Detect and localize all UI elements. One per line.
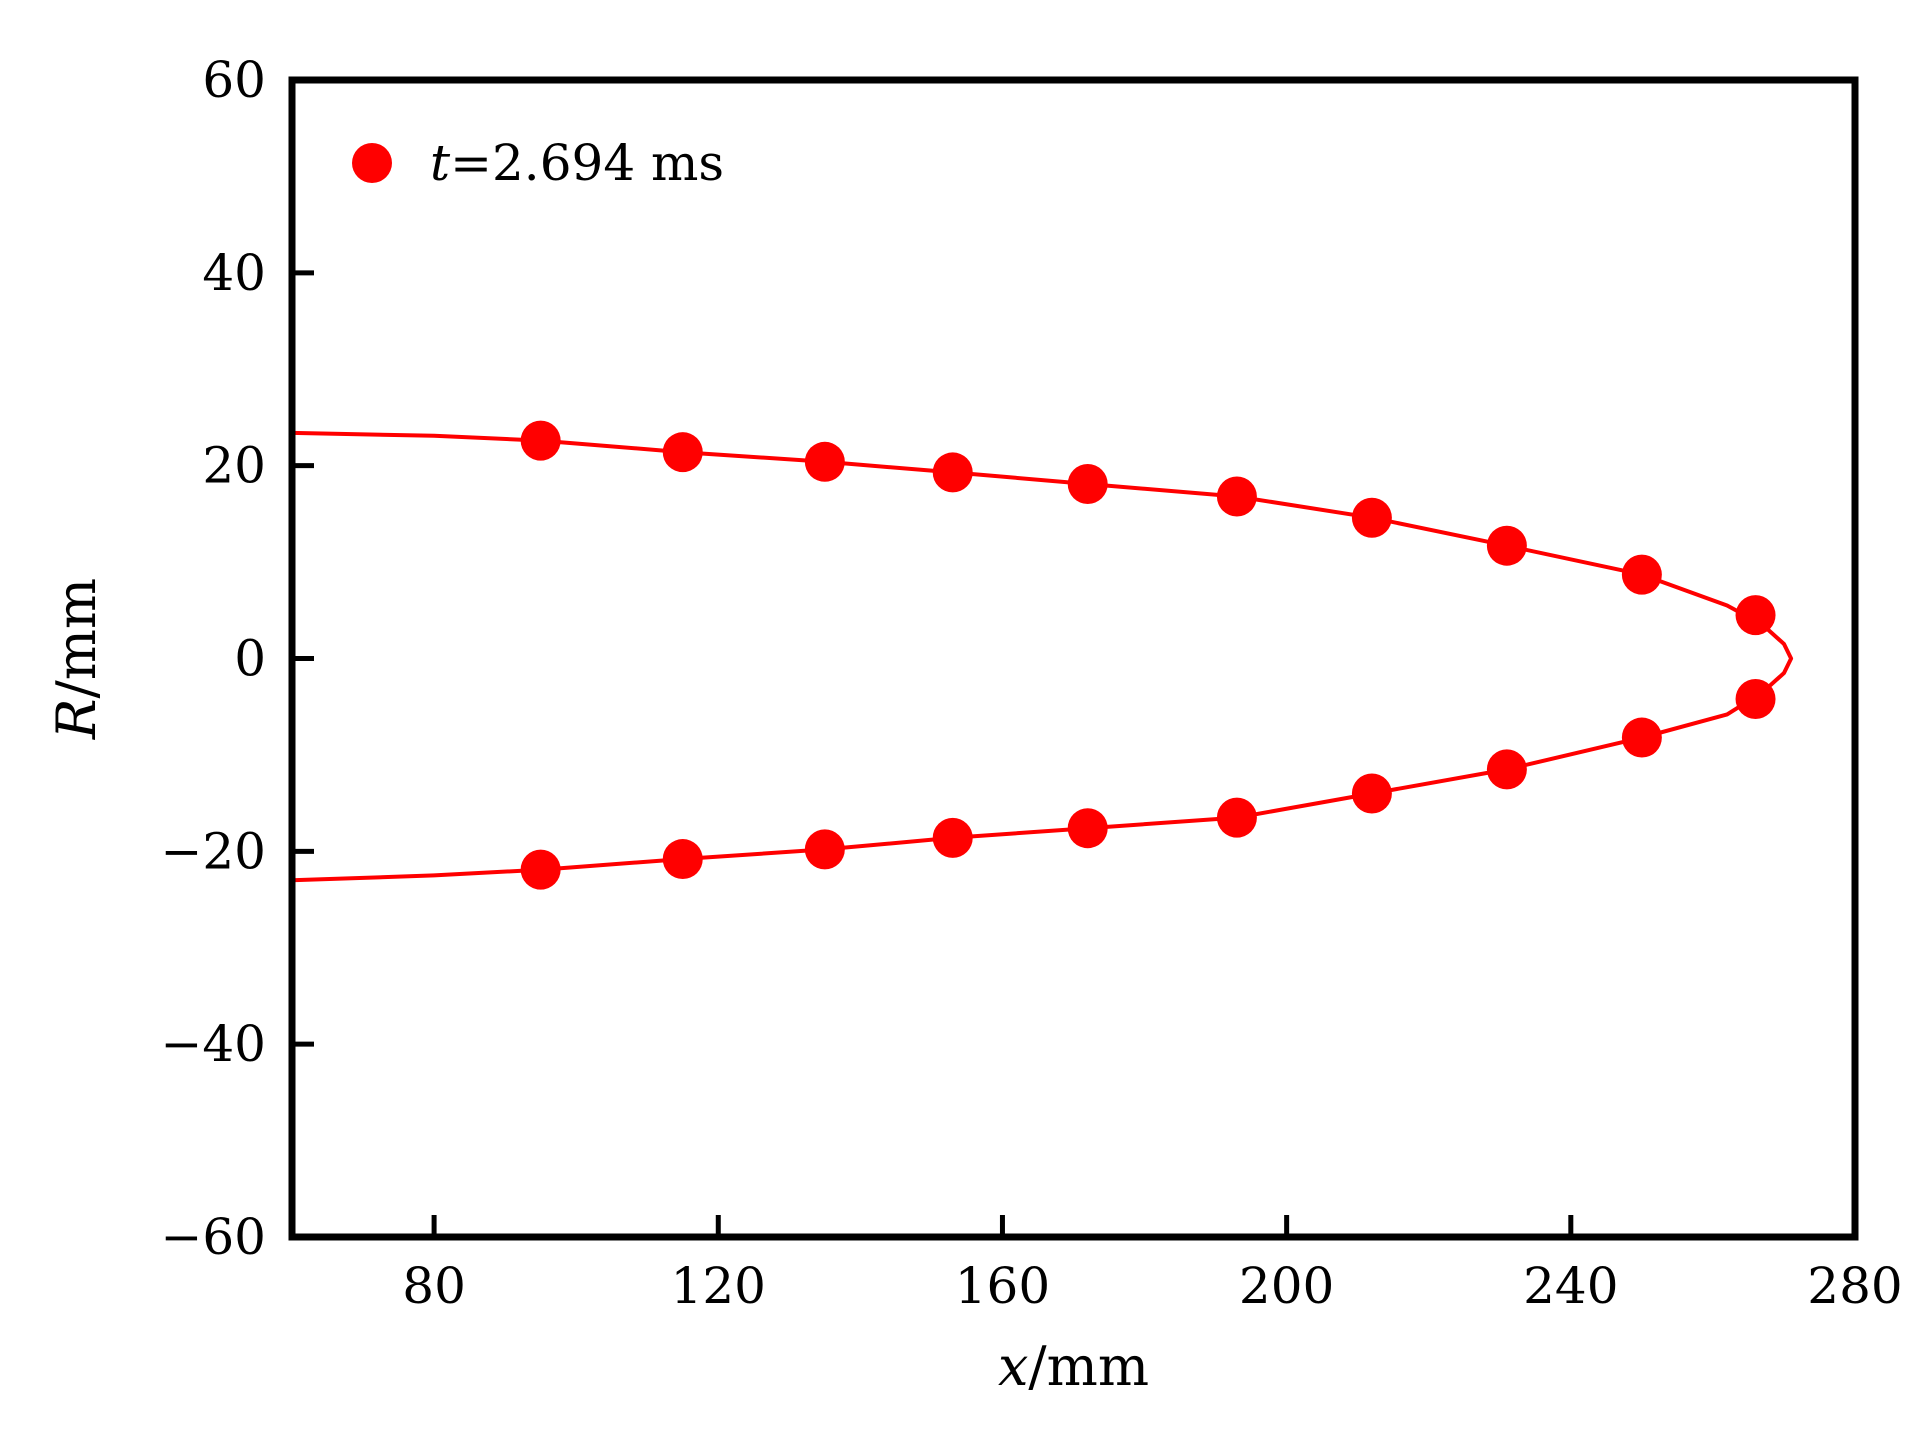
y-tick-label: −20	[160, 822, 266, 880]
data-point	[1486, 525, 1527, 566]
data-point	[1351, 773, 1392, 814]
y-axis-var: R	[45, 698, 108, 740]
y-tick-label: −60	[160, 1208, 266, 1266]
x-tick-label: 160	[955, 1257, 1050, 1315]
y-tick-label: −40	[160, 1015, 266, 1073]
data-point	[932, 452, 973, 493]
x-axis-var: x	[998, 1335, 1028, 1398]
y-tick-label: 0	[234, 630, 266, 688]
x-axis-title: x/mm	[998, 1335, 1149, 1398]
y-axis-unit: /mm	[45, 578, 108, 699]
x-tick-label: 120	[671, 1257, 766, 1315]
data-point	[662, 839, 703, 880]
series-layer	[291, 420, 1794, 890]
data-point	[520, 849, 561, 890]
data-point	[1735, 595, 1776, 636]
y-tick-label: 20	[202, 437, 266, 495]
x-tick-label: 80	[402, 1257, 466, 1315]
axis-ticks	[292, 77, 1858, 1240]
x-tick-label: 240	[1523, 1257, 1618, 1315]
legend: t=2.694 ms	[352, 134, 724, 192]
legend-var: t	[430, 134, 451, 192]
data-point	[1216, 476, 1257, 517]
x-tick-label: 280	[1807, 1257, 1902, 1315]
legend-marker	[352, 143, 392, 183]
data-point	[804, 829, 845, 870]
y-tick-label: 60	[202, 51, 266, 109]
data-point	[1621, 554, 1662, 595]
data-point	[1067, 463, 1108, 504]
data-point	[662, 432, 703, 473]
data-point	[1067, 808, 1108, 849]
y-tick-label: 40	[202, 244, 266, 302]
data-point	[1216, 797, 1257, 838]
tick-labels: 80 120 160 200 240 280 −60 −40 −20 0 20 40 60	[160, 51, 1902, 1315]
data-point	[520, 420, 561, 461]
y-axis-title: R/mm	[45, 578, 108, 740]
legend-label: t=2.694 ms	[430, 134, 724, 192]
data-point	[1486, 749, 1527, 790]
plot-frame	[288, 76, 1859, 1241]
data-point	[1735, 678, 1776, 719]
data-point	[932, 817, 973, 858]
data-point	[804, 441, 845, 482]
legend-value: =2.694 ms	[450, 134, 724, 192]
data-point	[1351, 497, 1392, 538]
data-point	[1621, 717, 1662, 758]
series-line	[291, 430, 1794, 883]
x-tick-label: 200	[1239, 1257, 1334, 1315]
x-axis-unit: /mm	[1028, 1335, 1149, 1398]
